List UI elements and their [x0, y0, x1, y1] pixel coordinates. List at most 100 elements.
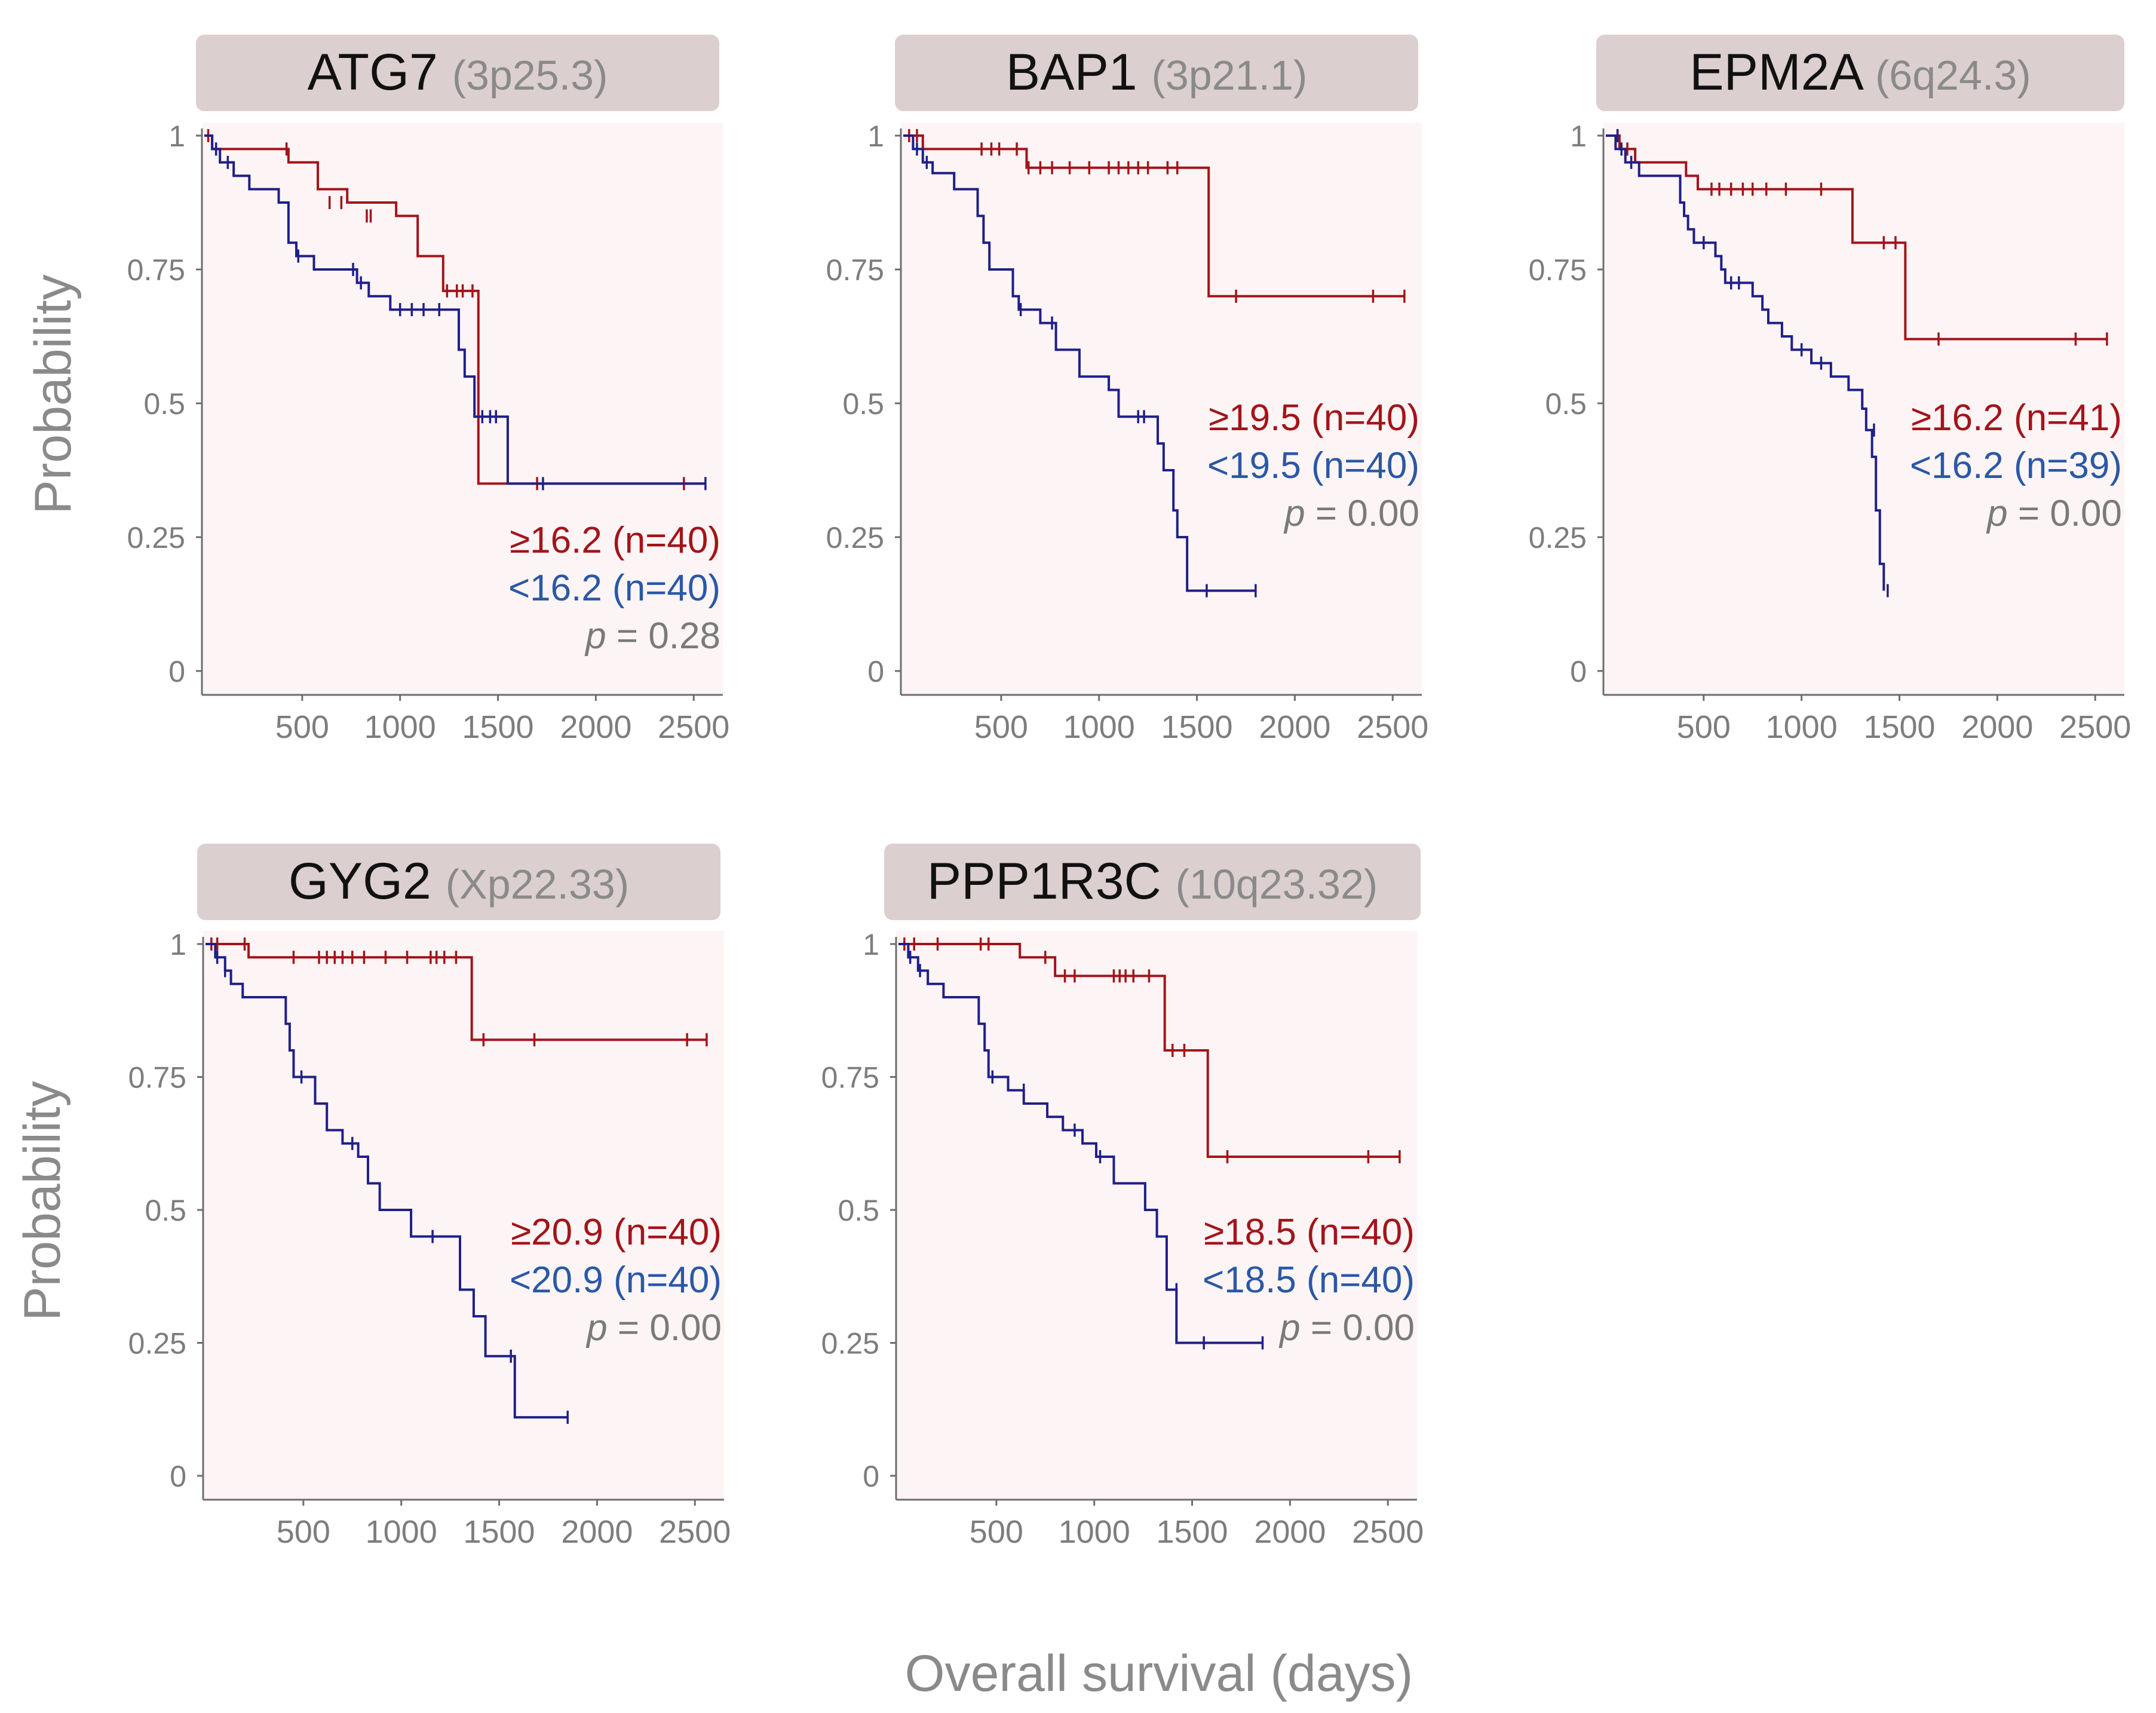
- plot-area: [901, 122, 1422, 695]
- y-axis-label: Probability: [24, 274, 82, 514]
- x-tick-label: 500: [1677, 709, 1731, 745]
- y-tick-label: 0.5: [838, 1194, 879, 1227]
- legend-low: <19.5 (n=40): [1207, 445, 1419, 486]
- gene-locus: (6q24.3): [1875, 52, 2031, 99]
- y-tick-label: 1: [867, 119, 884, 153]
- gene-locus: (Xp22.33): [446, 861, 629, 908]
- y-tick-label: 0.5: [143, 387, 185, 421]
- p-symbol: p: [1986, 493, 2018, 534]
- x-tick-label: 2500: [2059, 709, 2131, 745]
- x-tick-label: 2500: [1357, 709, 1428, 745]
- survival-curve-high: [204, 134, 706, 485]
- p-symbol: p: [585, 1307, 618, 1349]
- plot-area: [202, 122, 723, 695]
- p-symbol: p: [1278, 1307, 1311, 1349]
- survival-curve-low: [204, 134, 706, 485]
- gene-name: EPM2A: [1689, 44, 1875, 101]
- x-tick-label: 2000: [561, 1514, 633, 1550]
- y-tick-label: 0.75: [1529, 253, 1587, 287]
- panel-header: [197, 844, 720, 920]
- x-tick-label: 1000: [1766, 709, 1838, 745]
- y-tick-label: 1: [168, 119, 185, 153]
- survival-curve-high: [898, 943, 1400, 1158]
- p-value: p = 0.00: [1278, 1307, 1415, 1349]
- p-value: p = 0.00: [585, 1307, 722, 1349]
- panel-title: EPM2A (6q24.3): [1689, 44, 2031, 101]
- y-tick-label: 0.25: [1529, 521, 1587, 554]
- x-tick-label: 2000: [1259, 709, 1330, 745]
- panel-title: GYG2 (Xp22.33): [289, 853, 629, 910]
- legend-high: ≥20.9 (n=40): [511, 1212, 722, 1253]
- survival-curve-high: [206, 943, 707, 1041]
- legend-high: ≥18.5 (n=40): [1204, 1212, 1415, 1253]
- y-tick-label: 1: [170, 928, 186, 961]
- p-number: = 0.00: [1311, 1307, 1415, 1349]
- x-tick-label: 2000: [1961, 709, 2033, 745]
- p-symbol: p: [1283, 493, 1315, 534]
- y-tick-label: 0: [1570, 655, 1587, 688]
- panel-title: BAP1 (3p21.1): [1006, 44, 1308, 101]
- x-axis-label: Overall survival (days): [905, 1645, 1413, 1702]
- y-tick-label: 1: [863, 928, 879, 961]
- panel-title: PPP1R3C (10q23.32): [927, 853, 1378, 910]
- y-tick-label: 0: [170, 1460, 186, 1493]
- x-tick-label: 1500: [462, 709, 533, 745]
- panel-header: [884, 844, 1421, 920]
- x-tick-label: 1500: [463, 1514, 535, 1550]
- x-tick-label: 2500: [1352, 1514, 1424, 1550]
- legend-high: ≥16.2 (n=40): [510, 520, 720, 561]
- x-tick-label: 1000: [364, 709, 436, 745]
- y-tick-label: 0.75: [128, 1061, 186, 1095]
- legend-high: ≥16.2 (n=41): [1911, 397, 2122, 439]
- survival-curve-low: [1606, 134, 1885, 591]
- panel-header: [196, 35, 719, 111]
- x-tick-label: 1000: [366, 1514, 437, 1550]
- y-tick-label: 0.75: [821, 1061, 879, 1095]
- y-tick-label: 0.5: [1545, 387, 1587, 421]
- x-tick-label: 2500: [658, 709, 729, 745]
- x-tick-label: 500: [974, 709, 1028, 745]
- panel-header: [895, 35, 1418, 111]
- legend-high: ≥19.5 (n=40): [1209, 397, 1419, 439]
- p-number: = 0.28: [617, 615, 720, 657]
- x-tick-label: 500: [275, 709, 329, 745]
- p-value: p = 0.00: [1283, 493, 1419, 534]
- x-tick-label: 1500: [1156, 1514, 1228, 1550]
- p-number: = 0.00: [1315, 493, 1419, 534]
- y-tick-label: 0.75: [826, 253, 884, 287]
- legend-low: <16.2 (n=39): [1910, 445, 2122, 486]
- p-number: = 0.00: [618, 1307, 722, 1349]
- x-tick-label: 500: [277, 1514, 330, 1550]
- x-tick-label: 1500: [1863, 709, 1935, 745]
- gene-name: GYG2: [289, 853, 446, 910]
- y-tick-label: 0.5: [842, 387, 884, 421]
- legend-low: <18.5 (n=40): [1203, 1260, 1415, 1301]
- p-value: p = 0.00: [1986, 493, 2122, 534]
- y-axis-label: Probability: [14, 1081, 71, 1321]
- y-tick-label: 0: [168, 655, 185, 688]
- x-tick-label: 2000: [1254, 1514, 1326, 1550]
- gene-name: PPP1R3C: [927, 853, 1176, 910]
- y-tick-label: 0.25: [826, 521, 884, 554]
- x-tick-label: 1000: [1063, 709, 1135, 745]
- gene-locus: (3p21.1): [1152, 52, 1308, 99]
- p-symbol: p: [584, 615, 617, 657]
- x-tick-label: 1000: [1059, 1514, 1130, 1550]
- y-tick-label: 0.25: [821, 1327, 879, 1360]
- y-tick-label: 0.25: [128, 1327, 186, 1360]
- panel-title: ATG7 (3p25.3): [308, 44, 608, 101]
- y-tick-label: 0: [863, 1460, 879, 1493]
- survival-curve-low: [903, 134, 1256, 592]
- p-value: p = 0.28: [584, 615, 720, 657]
- p-number: = 0.00: [2018, 493, 2122, 534]
- legend-low: <16.2 (n=40): [508, 568, 720, 609]
- legend-low: <20.9 (n=40): [510, 1260, 722, 1301]
- x-tick-label: 500: [970, 1514, 1023, 1550]
- y-tick-label: 0.75: [127, 253, 185, 287]
- y-tick-label: 1: [1570, 119, 1587, 153]
- survival-curve-high: [903, 134, 1404, 298]
